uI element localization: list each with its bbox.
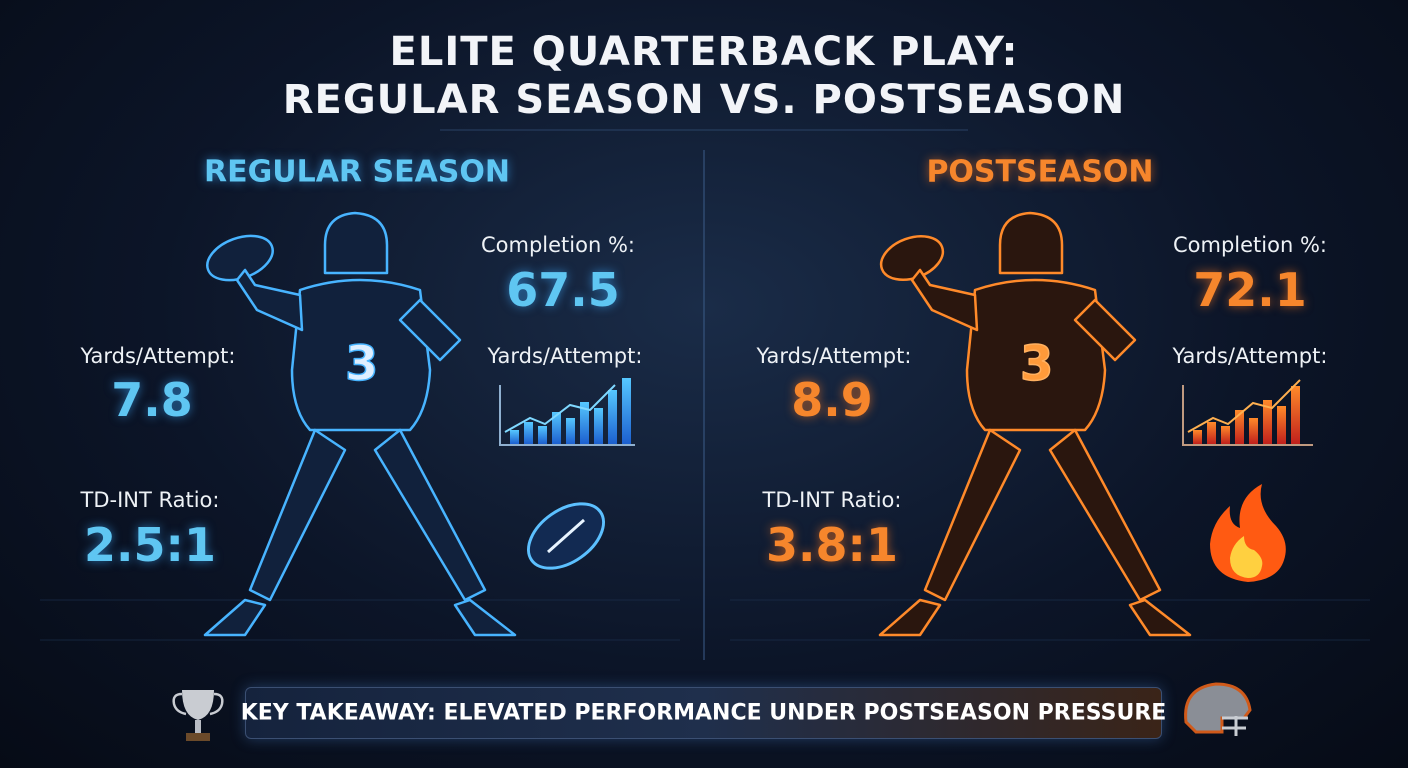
flame-icon [1210,484,1286,582]
takeaway-banner: KEY TAKEAWAY: ELEVATED PERFORMANCE UNDER… [241,687,1166,739]
bar-icon-regular [499,378,635,446]
stat-label: TD-INT Ratio: [80,488,220,512]
stat-label: Completion %: [1173,233,1327,257]
stat-value: 2.5:1 [84,518,216,572]
section-heading: REGULAR SEASON [204,154,510,190]
title-line: REGULAR SEASON VS. POSTSEASON [282,77,1126,123]
player-post: 3 [878,211,1192,637]
stat-label: Yards/Attempt: [1172,344,1328,368]
stat-label: TD-INT Ratio: [762,488,902,512]
bar-icon-post [1182,379,1313,446]
takeaway-text: KEY TAKEAWAY: ELEVATED PERFORMANCE UNDER… [240,700,1167,726]
stat-value: 67.5 [506,263,620,317]
svg-text:3: 3 [345,336,378,392]
stat-value: 72.1 [1193,263,1307,317]
stat-label: Yards/Attempt: [756,344,912,368]
stat-label: Yards/Attempt: [487,344,643,368]
stat-value: 8.9 [791,373,873,427]
stat-label: Completion %: [481,233,635,257]
svg-text:3: 3 [1020,336,1053,392]
section-heading: POSTSEASON [926,154,1154,190]
player-regular: 3 [203,211,517,637]
football-icon [527,502,605,570]
stat-value: 7.8 [111,373,193,427]
helmet-icon [1184,682,1252,736]
trophy-icon [172,690,224,741]
stat-label: Yards/Attempt: [80,344,236,368]
grid [40,599,1370,641]
title-line: ELITE QUARTERBACK PLAY: [389,29,1019,75]
stat-value: 3.8:1 [766,518,898,572]
